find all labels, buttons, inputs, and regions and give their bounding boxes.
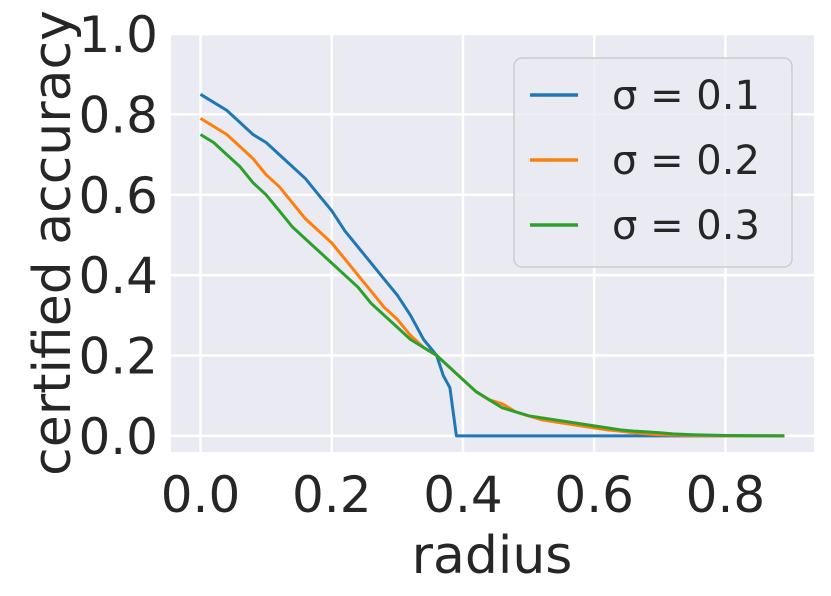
series-line-1 [199, 93, 785, 438]
y-tick-label: 0.0 [78, 408, 158, 466]
series-lines [199, 93, 785, 438]
legend-label-2: σ = 0.2 [612, 138, 760, 184]
x-tick-label: 0.8 [686, 466, 766, 524]
x-tick-label: 0.2 [292, 466, 372, 524]
legend-label-1: σ = 0.1 [612, 73, 760, 119]
y-tick-label: 1.0 [78, 6, 158, 64]
y-tick-label: 0.6 [78, 167, 158, 225]
x-tick-label: 0.6 [554, 466, 634, 524]
x-axis-title: radius [412, 526, 573, 586]
x-tick-label: 0.4 [423, 466, 503, 524]
y-tick-labels: 0.0 0.2 0.4 0.6 0.8 1.0 [78, 6, 158, 466]
y-axis-title: certified accuracy [23, 10, 83, 476]
legend: σ = 0.1 σ = 0.2 σ = 0.3 [513, 57, 793, 268]
y-tick-label: 0.2 [78, 328, 158, 386]
legend-label-3: σ = 0.3 [612, 203, 760, 249]
x-tick-labels: 0.0 0.2 0.4 0.6 0.8 [161, 466, 765, 524]
series-line-3 [199, 133, 785, 438]
y-tick-label: 0.8 [78, 86, 158, 144]
legend-box [513, 57, 793, 268]
y-tick-label: 0.4 [78, 247, 158, 305]
x-tick-label: 0.0 [161, 466, 241, 524]
